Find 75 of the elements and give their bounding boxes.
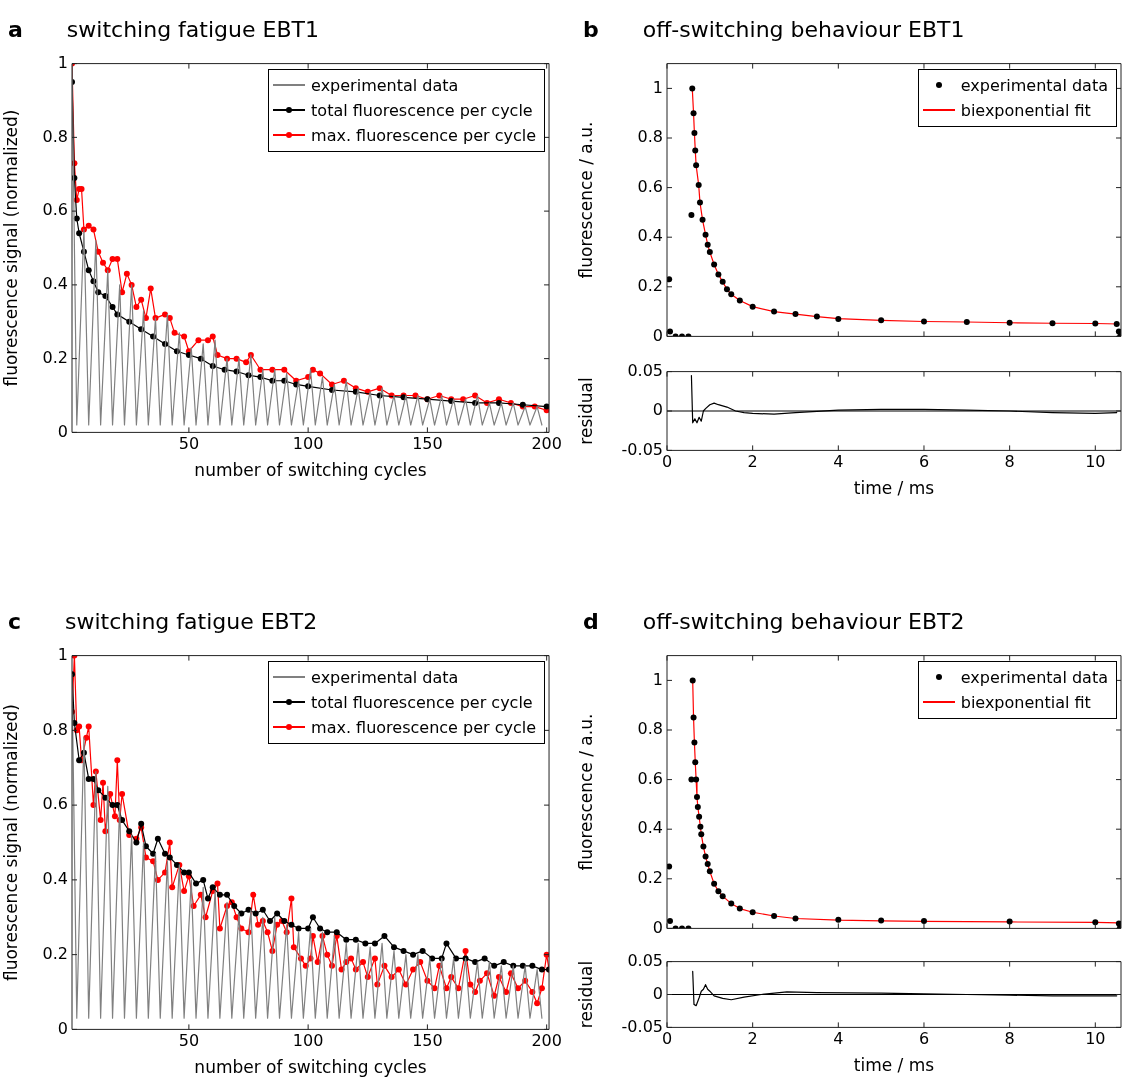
y-tick-label: 0.2 xyxy=(637,275,663,295)
x-tick-label: 100 xyxy=(292,1031,324,1051)
chart-title: switching fatigue EBT2 xyxy=(65,608,318,634)
y-tick-label: 0.8 xyxy=(637,127,663,147)
x-tick-label: 200 xyxy=(531,434,562,454)
y-tick-label: 0 xyxy=(652,325,663,345)
x-tick-label: 8 xyxy=(1004,1029,1015,1049)
y-tick-label: 0.6 xyxy=(637,176,663,196)
x-tick-label: 200 xyxy=(531,1031,562,1051)
x-axis-title: time / ms xyxy=(853,478,935,499)
x-tick-label: 10 xyxy=(1085,1029,1106,1049)
text: a xyxy=(8,16,23,42)
y-tick-label: 0.4 xyxy=(637,226,663,246)
y-tick-label: 0.6 xyxy=(637,768,663,788)
x-tick-label: 100 xyxy=(292,434,324,454)
x-tick-label: 2 xyxy=(747,452,758,472)
y-tick-label: 0.4 xyxy=(42,274,68,294)
chart-title: off-switching behaviour EBT1 xyxy=(642,16,965,42)
chart-title: off-switching behaviour EBT2 xyxy=(642,608,965,634)
legend-label: biexponential fit xyxy=(960,692,1091,712)
y-tick-label: 0.8 xyxy=(42,126,68,146)
y-tick-label: 0 xyxy=(652,917,663,937)
y-axis-title: fluorescence signal (normalized) xyxy=(0,109,21,387)
x-tick-label: 4 xyxy=(833,452,844,472)
y-tick-label: 0.6 xyxy=(42,200,68,220)
legend-label: max. fluorescence per cycle xyxy=(311,125,537,145)
x-axis-title: number of switching cycles xyxy=(194,1057,427,1078)
y-tick-label: 0.4 xyxy=(42,869,68,889)
chart-title: switching fatigue EBT1 xyxy=(66,16,319,42)
y-axis-title: fluorescence signal (normalized) xyxy=(0,703,21,982)
y-tick-label: 1 xyxy=(652,669,663,689)
x-tick-label: 150 xyxy=(412,434,443,454)
y-tick-label: 0.6 xyxy=(42,794,68,814)
y-tick-label: 0.2 xyxy=(42,943,68,963)
x-tick-label: 10 xyxy=(1085,452,1106,472)
y-tick-label: 0.4 xyxy=(637,818,663,838)
y-tick-label: -0.05 xyxy=(621,439,663,459)
x-tick-label: 8 xyxy=(1004,452,1015,472)
y-tick-label: 0 xyxy=(652,400,663,420)
y-tick-label: 1 xyxy=(57,52,68,72)
y-tick-label: 0.8 xyxy=(42,719,68,739)
y-tick-label: 1 xyxy=(57,644,68,664)
x-tick-label: 50 xyxy=(178,1031,200,1051)
legend-label: experimental data xyxy=(311,75,459,95)
y-axis-title: fluorescence / a.u. xyxy=(575,713,596,871)
y-tick-label: 0.8 xyxy=(637,719,663,739)
x-tick-label: 2 xyxy=(747,1029,758,1049)
x-tick-label: 150 xyxy=(412,1031,443,1051)
y-axis-title: fluorescence / a.u. xyxy=(575,121,596,279)
y-tick-label: -0.05 xyxy=(621,1016,663,1036)
x-axis-title: number of switching cycles xyxy=(194,460,427,481)
y-tick-label: 0 xyxy=(57,421,68,441)
legend-label: max. fluorescence per cycle xyxy=(311,717,537,737)
legend-label: experimental data xyxy=(960,667,1108,687)
text: d xyxy=(583,608,599,634)
y-tick-label: 0.05 xyxy=(627,950,663,970)
x-tick-label: 6 xyxy=(918,1029,930,1049)
y-axis-title: residual xyxy=(575,377,596,445)
y-tick-label: 1 xyxy=(652,77,663,97)
legend-label: experimental data xyxy=(960,75,1108,95)
legend-label: experimental data xyxy=(311,667,459,687)
text: b xyxy=(583,16,599,42)
x-tick-label: 50 xyxy=(178,434,200,454)
y-tick-label: 0.05 xyxy=(627,360,663,380)
y-tick-label: 0.2 xyxy=(42,347,68,367)
y-tick-label: 0 xyxy=(652,983,663,1003)
text: c xyxy=(8,608,22,634)
y-axis-title: residual xyxy=(575,960,596,1029)
legend-label: biexponential fit xyxy=(960,100,1091,120)
x-tick-label: 4 xyxy=(833,1029,844,1049)
legend-label: total fluorescence per cycle xyxy=(311,692,533,712)
x-tick-label: 6 xyxy=(918,452,930,472)
y-tick-label: 0.2 xyxy=(637,867,663,887)
legend-label: total fluorescence per cycle xyxy=(311,100,533,120)
x-axis-title: time / ms xyxy=(853,1055,935,1076)
